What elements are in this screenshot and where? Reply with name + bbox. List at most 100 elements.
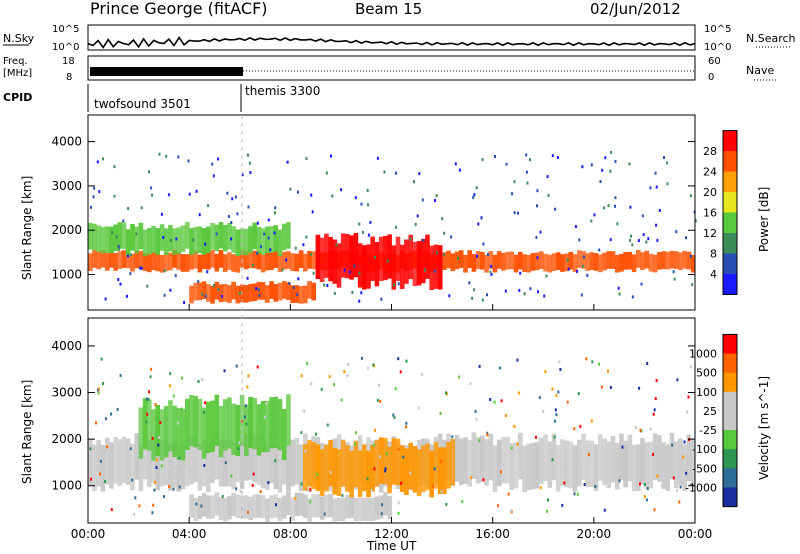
heatmap-speckle (343, 268, 346, 272)
heatmap-cell (378, 236, 384, 281)
heatmap-speckle (148, 170, 150, 174)
heatmap-cell (180, 442, 186, 490)
heatmap-speckle (392, 413, 395, 417)
heatmap-speckle (384, 469, 387, 473)
colorbar-tick-label: 500 (696, 367, 717, 380)
heatmap-speckle (559, 368, 562, 371)
heatmap-speckle (113, 194, 116, 198)
heatmap-cell (244, 228, 249, 256)
heatmap-speckle (269, 248, 272, 252)
heatmap-cell (408, 234, 413, 280)
heatmap-cell (265, 252, 270, 271)
heatmap-speckle (145, 420, 148, 424)
heatmap-speckle (646, 487, 649, 491)
colorbar-segment (723, 253, 737, 275)
heatmap-speckle (195, 189, 198, 193)
heatmap-cell (265, 400, 270, 453)
heatmap-cell (606, 441, 612, 488)
heatmap-cell (206, 251, 211, 270)
heatmap-speckle (405, 421, 408, 425)
heatmap-speckle (294, 246, 297, 250)
heatmap-cell (349, 494, 354, 519)
heatmap-speckle (631, 295, 634, 299)
power-ylabel: Slant Range [km] (20, 176, 34, 280)
heatmap-speckle (675, 230, 678, 234)
heatmap-cell (332, 448, 338, 495)
heatmap-speckle (235, 364, 238, 368)
heatmap-speckle (478, 364, 481, 368)
heatmap-cell (197, 495, 203, 520)
heatmap-speckle (122, 219, 125, 223)
heatmap-speckle (526, 181, 529, 185)
heatmap-speckle (238, 441, 241, 445)
heatmap-speckle (442, 253, 445, 257)
heatmap-speckle (355, 431, 358, 435)
heatmap-speckle (490, 434, 493, 438)
heatmap-speckle (553, 435, 556, 439)
heatmap-speckle (687, 395, 690, 399)
heatmap-speckle (289, 187, 292, 191)
heatmap-speckle (631, 243, 634, 247)
sky-right-tick-bottom: 10^0 (704, 42, 731, 53)
heatmap-speckle (458, 375, 461, 379)
heatmap-cell (206, 401, 211, 454)
heatmap-speckle (140, 266, 143, 270)
heatmap-speckle (593, 213, 596, 217)
heatmap-speckle (424, 268, 426, 272)
heatmap-cell (193, 396, 198, 448)
cpid-mode-1: twofsound 3501 (94, 97, 191, 111)
heatmap-speckle (586, 273, 589, 277)
heatmap-cell (214, 253, 220, 272)
heatmap-speckle (252, 263, 255, 267)
heatmap-speckle (104, 480, 107, 483)
heatmap-cell (222, 254, 228, 272)
heatmap-cell (273, 284, 279, 302)
heatmap-speckle (376, 398, 379, 402)
heatmap-cell (416, 449, 422, 497)
heatmap-speckle (146, 412, 149, 416)
heatmap-speckle (341, 494, 344, 498)
heatmap-cell (648, 441, 654, 489)
heatmap-cell (678, 438, 683, 485)
heatmap-cell (577, 439, 582, 487)
heatmap-speckle (578, 238, 581, 242)
heatmap-speckle (135, 232, 138, 236)
heatmap-cell (142, 432, 148, 480)
heatmap-cell (315, 494, 321, 518)
heatmap-speckle (646, 362, 649, 365)
heatmap-cell (88, 253, 93, 271)
x-tick-label: 04:00 (172, 527, 207, 541)
freq-left-tick-bottom: 8 (66, 72, 72, 83)
heatmap-speckle (420, 372, 423, 376)
heatmap-cell (543, 434, 548, 482)
heatmap-cell (227, 439, 232, 487)
heatmap-speckle (598, 248, 601, 252)
heatmap-speckle (211, 162, 214, 166)
y-tick-label: 3000 (51, 179, 82, 193)
heatmap-cell (113, 436, 118, 484)
power-heatmap (88, 151, 697, 304)
heatmap-speckle (576, 269, 579, 273)
heatmap-speckle (192, 238, 195, 242)
heatmap-cell (235, 494, 241, 519)
heatmap-cell (437, 447, 443, 494)
freq-label: Freq. (3, 56, 28, 67)
heatmap-cell (155, 443, 160, 491)
heatmap-cell (324, 233, 329, 278)
heatmap-cell (598, 254, 603, 273)
heatmap-cell (522, 254, 527, 272)
heatmap-speckle (581, 264, 584, 268)
heatmap-cell (433, 442, 439, 489)
heatmap-speckle (300, 482, 303, 486)
heatmap-speckle (258, 294, 261, 297)
heatmap-speckle (367, 233, 370, 237)
heatmap-cell (614, 254, 620, 273)
heatmap-cell (458, 438, 464, 486)
heatmap-cell (125, 229, 131, 256)
heatmap-speckle (230, 237, 233, 241)
heatmap-cell (303, 253, 308, 272)
heatmap-speckle (689, 194, 692, 198)
heatmap-speckle (110, 508, 113, 512)
heatmap-speckle (147, 397, 150, 401)
heatmap-cell (260, 401, 266, 453)
